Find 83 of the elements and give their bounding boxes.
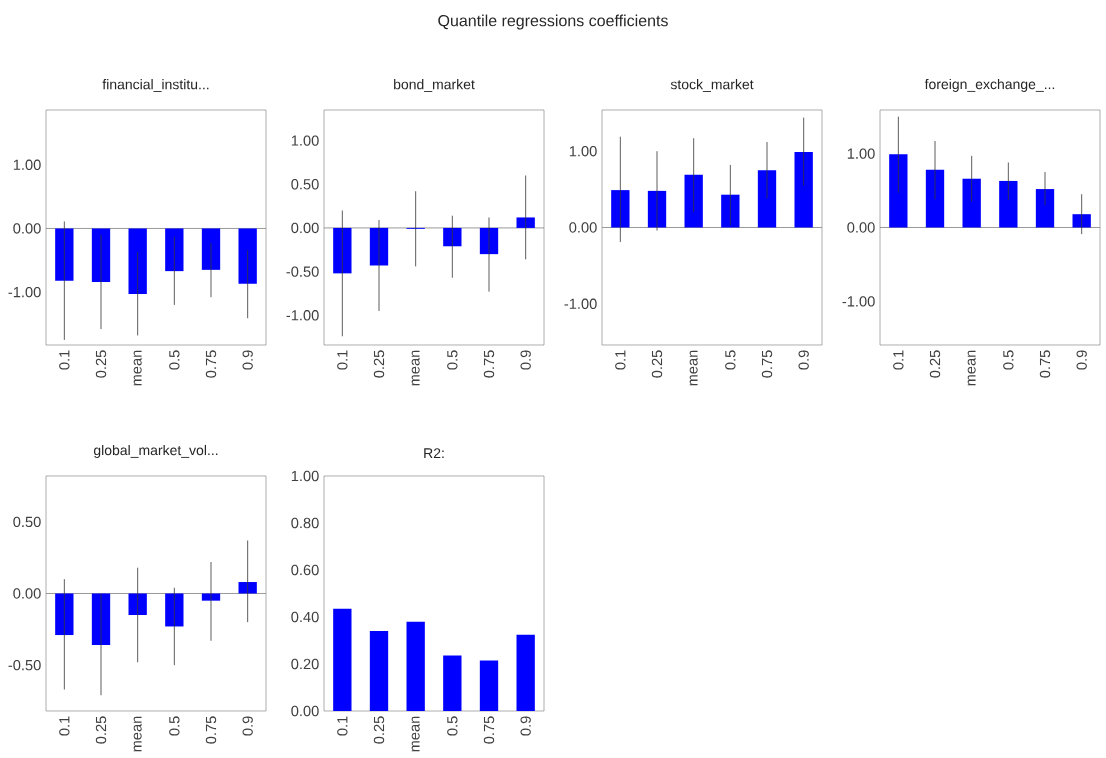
y-tick-label: -0.50 — [8, 659, 41, 671]
x-tick-label: 0.9 — [520, 350, 531, 370]
y-tick-label: 0.00 — [847, 222, 875, 233]
bar — [999, 180, 1018, 228]
x-tick-label: mean — [967, 350, 976, 386]
x-tick-label: 0.1 — [615, 350, 626, 370]
x-tick-label: 0.9 — [798, 350, 809, 370]
x-tick-label: 0.9 — [242, 716, 253, 736]
bar — [925, 169, 945, 228]
x-tick-label: 0.5 — [447, 350, 458, 370]
bar — [516, 634, 535, 711]
x-tick-label: 0.1 — [59, 350, 70, 370]
x-tick-label: 0.25 — [95, 350, 107, 378]
x-tick-label: 0.1 — [59, 716, 70, 736]
y-tick-label: 1.00 — [847, 148, 875, 159]
y-tick-label: 0.20 — [291, 658, 319, 670]
x-tick-label: 0.25 — [95, 716, 107, 744]
x-tick-label: mean — [411, 716, 420, 752]
x-tick-label: mean — [133, 716, 142, 752]
x-tick-label: mean — [133, 350, 142, 386]
x-tick-label: 0.75 — [483, 350, 495, 378]
bar — [369, 631, 389, 711]
bar — [479, 660, 499, 711]
bar — [962, 178, 981, 228]
y-tick-label: 0.00 — [13, 588, 41, 599]
y-tick-label: -1.00 — [8, 286, 41, 298]
x-tick-label: 0.5 — [169, 350, 180, 370]
x-tick-label: 0.9 — [1076, 350, 1087, 370]
bar — [1035, 189, 1055, 228]
x-tick-label: 0.25 — [929, 350, 941, 378]
y-tick-label: -1.00 — [842, 296, 875, 307]
x-tick-label: mean — [411, 350, 420, 386]
bar — [1072, 214, 1091, 228]
chart-title: R2: — [424, 448, 444, 458]
y-tick-label: 0.00 — [569, 222, 597, 233]
x-tick-label: 0.5 — [1003, 350, 1014, 370]
y-tick-label: 0.60 — [291, 564, 319, 576]
bar — [721, 194, 740, 228]
y-tick-label: 1.00 — [13, 159, 41, 170]
y-tick-label: 0.50 — [13, 516, 41, 528]
bar — [333, 608, 352, 711]
y-tick-label: 0.50 — [291, 179, 319, 190]
y-tick-label: -0.50 — [286, 266, 319, 277]
x-tick-label: 0.5 — [725, 350, 736, 370]
y-tick-label: 0.40 — [291, 611, 319, 623]
x-tick-label: 0.25 — [373, 716, 385, 744]
bar — [443, 655, 462, 711]
chart-title: bond_market — [394, 79, 475, 92]
y-tick-label: 1.00 — [291, 470, 319, 482]
y-tick-label: -1.00 — [286, 310, 319, 321]
text: Quantile regressions coefficients — [438, 14, 668, 30]
x-tick-label: 0.1 — [893, 350, 904, 370]
bar — [684, 174, 703, 228]
x-tick-label: mean — [689, 350, 698, 386]
y-tick-label: -1.00 — [564, 298, 597, 309]
chart-title: foreign_exchange_... — [924, 78, 1055, 92]
chart-title: stock_market — [670, 79, 754, 92]
chart-title: financial_institu... — [102, 79, 209, 92]
x-tick-label: 0.75 — [761, 350, 773, 378]
y-tick-label: 0.80 — [291, 517, 319, 529]
x-tick-label: 0.25 — [373, 350, 385, 378]
x-tick-label: 0.9 — [242, 350, 253, 370]
bar — [889, 154, 908, 228]
bar — [611, 190, 630, 228]
x-tick-label: 0.25 — [651, 350, 663, 378]
y-tick-label: 0.00 — [291, 222, 319, 234]
x-tick-label: 0.5 — [447, 716, 458, 736]
x-tick-label: 0.75 — [1039, 350, 1051, 378]
x-tick-label: 0.1 — [337, 716, 348, 736]
y-tick-label: 1.00 — [291, 135, 319, 146]
y-tick-label: 0.00 — [291, 705, 319, 717]
x-tick-label: 0.75 — [205, 716, 217, 744]
y-tick-label: 1.00 — [569, 146, 597, 157]
x-tick-label: 0.75 — [483, 716, 495, 744]
bar — [757, 170, 777, 228]
x-tick-label: 0.75 — [205, 350, 217, 378]
bar — [406, 621, 425, 711]
x-tick-label: 0.1 — [337, 350, 348, 370]
x-tick-label: 0.5 — [169, 716, 180, 736]
chart-title: global_market_vol... — [93, 444, 218, 458]
x-tick-label: 0.9 — [520, 716, 531, 736]
y-tick-label: 0.00 — [13, 223, 41, 234]
bar — [794, 151, 813, 228]
